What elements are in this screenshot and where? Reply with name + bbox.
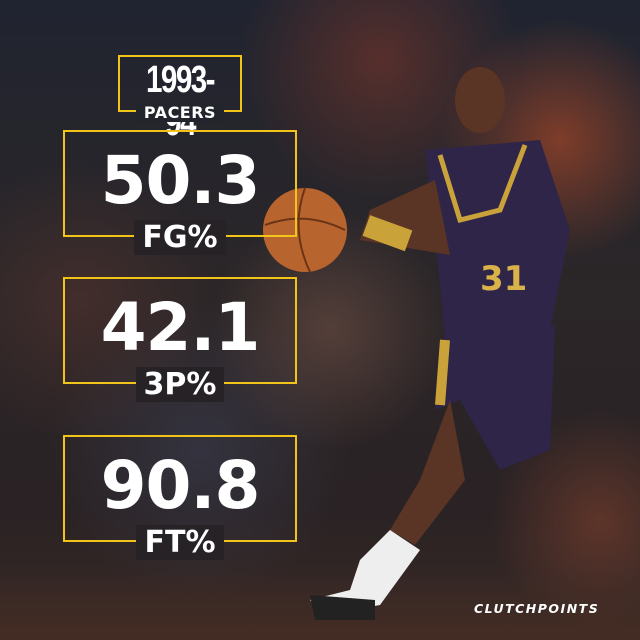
stat-value: 50.3 [100,142,261,219]
player-shorts [435,325,555,470]
stat-value: 42.1 [100,289,261,366]
stat-label: FT% [136,525,224,560]
stat-label: FG% [134,220,226,255]
season-badge: 1993-94 PACERS [118,55,242,144]
clutchpoints-logo: CLUTCHPOINTS [474,601,600,616]
player-head [455,67,505,133]
stat-box-3p: 42.1 3P% [63,277,297,402]
stat-label: 3P% [135,367,225,402]
stat-box-fg: 50.3 FG% [63,130,297,255]
team-name: PACERS [135,103,225,122]
player-leg [390,400,465,545]
stat-box-ft: 90.8 FT% [63,435,297,560]
jersey-number: 31 [480,259,527,299]
player-photo: 31 [263,67,570,620]
basketball [263,188,347,272]
stat-value: 90.8 [100,447,261,524]
player-jersey [425,140,570,340]
